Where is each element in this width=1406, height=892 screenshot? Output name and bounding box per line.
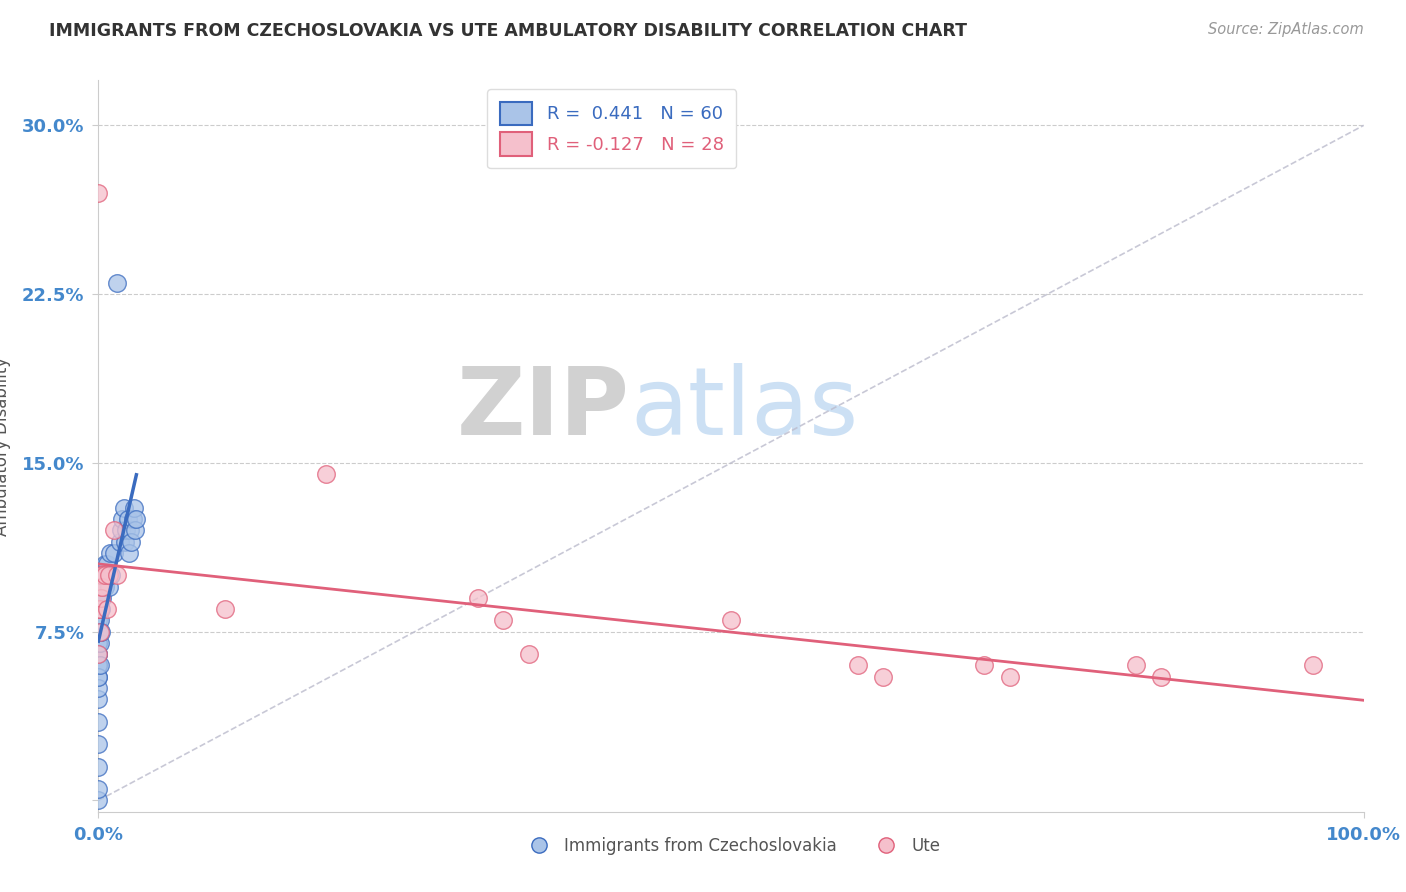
Point — [121, 512, 143, 526]
Point — [90, 602, 112, 616]
Point — [846, 658, 869, 673]
Point — [89, 614, 111, 628]
Point — [87, 714, 110, 729]
Point — [87, 647, 110, 661]
Point — [517, 647, 540, 661]
Point — [998, 670, 1021, 684]
Point — [467, 591, 489, 605]
Point — [91, 591, 114, 605]
Point — [90, 591, 112, 605]
Point — [100, 568, 122, 582]
Point — [90, 624, 112, 639]
Legend: Immigrants from Czechoslovakia, Ute: Immigrants from Czechoslovakia, Ute — [515, 830, 948, 862]
Point — [108, 534, 131, 549]
Point — [87, 681, 110, 695]
Point — [87, 186, 110, 200]
Point — [97, 568, 120, 582]
Point — [87, 670, 110, 684]
Point — [720, 614, 742, 628]
Point — [89, 580, 111, 594]
Point — [98, 546, 121, 560]
Point — [87, 692, 110, 706]
Point — [89, 591, 111, 605]
Point — [107, 276, 129, 290]
Point — [93, 580, 115, 594]
Point — [107, 568, 129, 582]
Point — [1150, 670, 1173, 684]
Point — [89, 658, 111, 673]
Point — [91, 568, 114, 582]
Point — [87, 647, 110, 661]
Point — [125, 512, 148, 526]
Point — [91, 568, 114, 582]
Point — [90, 568, 112, 582]
Point — [872, 670, 894, 684]
Point — [87, 636, 110, 650]
Point — [89, 580, 111, 594]
Point — [87, 658, 110, 673]
Point — [1125, 658, 1147, 673]
Point — [103, 524, 125, 538]
Point — [120, 534, 142, 549]
Point — [87, 602, 110, 616]
Point — [89, 602, 111, 616]
Y-axis label: Ambulatory Disability: Ambulatory Disability — [0, 357, 11, 535]
Point — [492, 614, 515, 628]
Point — [214, 602, 236, 616]
Point — [87, 614, 110, 628]
Point — [93, 557, 117, 571]
Point — [87, 602, 110, 616]
Point — [973, 658, 995, 673]
Point — [87, 624, 110, 639]
Point — [93, 568, 115, 582]
Point — [90, 568, 112, 582]
Point — [93, 580, 117, 594]
Point — [87, 647, 110, 661]
Point — [87, 760, 110, 774]
Point — [89, 602, 111, 616]
Point — [120, 524, 141, 538]
Point — [122, 500, 145, 515]
Point — [94, 568, 117, 582]
Point — [1302, 658, 1324, 673]
Point — [89, 568, 111, 582]
Point — [117, 512, 139, 526]
Point — [97, 580, 120, 594]
Point — [103, 546, 125, 560]
Text: Source: ZipAtlas.com: Source: ZipAtlas.com — [1208, 22, 1364, 37]
Point — [87, 591, 110, 605]
Point — [91, 580, 114, 594]
Point — [118, 546, 141, 560]
Point — [87, 793, 110, 807]
Point — [124, 524, 146, 538]
Point — [87, 782, 110, 797]
Point — [87, 636, 110, 650]
Point — [96, 602, 118, 616]
Point — [93, 568, 117, 582]
Point — [87, 737, 110, 751]
Point — [112, 500, 135, 515]
Point — [90, 591, 112, 605]
Point — [89, 636, 111, 650]
Point — [87, 658, 110, 673]
Text: atlas: atlas — [630, 363, 858, 456]
Point — [87, 580, 110, 594]
Point — [87, 670, 110, 684]
Point — [91, 580, 114, 594]
Point — [96, 557, 118, 571]
Text: IMMIGRANTS FROM CZECHOSLOVAKIA VS UTE AMBULATORY DISABILITY CORRELATION CHART: IMMIGRANTS FROM CZECHOSLOVAKIA VS UTE AM… — [49, 22, 967, 40]
Point — [111, 512, 134, 526]
Point — [114, 534, 136, 549]
Text: ZIP: ZIP — [457, 363, 630, 456]
Point — [89, 624, 111, 639]
Point — [110, 524, 132, 538]
Point — [115, 524, 138, 538]
Point — [315, 467, 337, 482]
Point — [89, 624, 111, 639]
